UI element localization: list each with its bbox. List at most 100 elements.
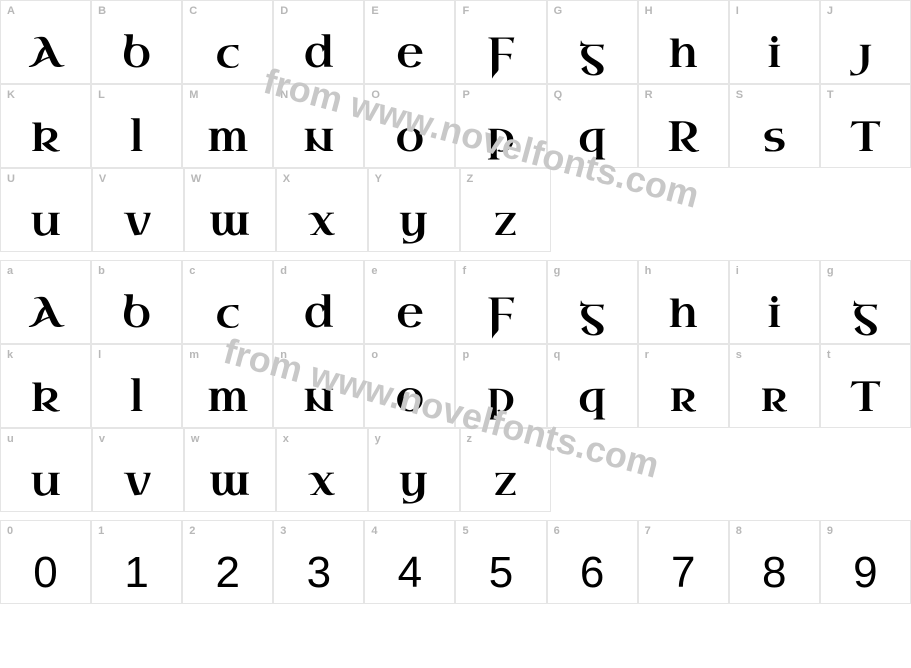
- character-cell: Uu: [0, 168, 92, 252]
- cell-label: h: [645, 265, 652, 277]
- cell-glyph: k: [31, 117, 60, 159]
- character-cell: sr: [729, 344, 820, 428]
- character-row: 00112233445566778899: [0, 520, 911, 604]
- character-cell: 33: [273, 520, 364, 604]
- cell-label: T: [827, 89, 834, 101]
- cell-label: P: [462, 89, 469, 101]
- character-cell: Cc: [182, 0, 273, 84]
- cell-label: k: [7, 349, 13, 361]
- character-cell: 66: [547, 520, 638, 604]
- character-cell: Pp: [455, 84, 546, 168]
- cell-label: o: [371, 349, 378, 361]
- character-cell: 55: [455, 520, 546, 604]
- character-cell: xx: [276, 428, 368, 512]
- cell-label: X: [283, 173, 290, 185]
- cell-label: s: [736, 349, 742, 361]
- character-cell: bb: [91, 260, 182, 344]
- cell-glyph: 2: [215, 551, 239, 595]
- character-cell: AA: [0, 0, 91, 84]
- cell-glyph: n: [303, 377, 334, 419]
- character-cell: Qq: [547, 84, 638, 168]
- cell-glyph: u: [31, 201, 61, 243]
- character-cell: RR: [638, 84, 729, 168]
- cell-glyph: F: [487, 293, 515, 335]
- cell-glyph: x: [308, 461, 335, 503]
- row-spacer: [0, 512, 911, 520]
- cell-label: W: [191, 173, 201, 185]
- cell-label: K: [7, 89, 15, 101]
- cell-label: Q: [554, 89, 563, 101]
- character-cell: vv: [92, 428, 184, 512]
- character-cell: Bb: [91, 0, 182, 84]
- character-cell: Jj: [820, 0, 911, 84]
- cell-glyph: g: [579, 293, 605, 335]
- cell-label: x: [283, 433, 289, 445]
- cell-glyph: 9: [853, 551, 877, 595]
- cell-label: O: [371, 89, 380, 101]
- cell-glyph: p: [487, 377, 515, 419]
- cell-label: d: [280, 265, 287, 277]
- cell-glyph: v: [125, 461, 151, 503]
- cell-glyph: r: [761, 377, 788, 419]
- cell-glyph: b: [122, 293, 151, 335]
- character-cell: aA: [0, 260, 91, 344]
- cell-glyph: q: [578, 117, 606, 159]
- character-cell: 22: [182, 520, 273, 604]
- cell-glyph: b: [122, 33, 151, 75]
- character-cell: Yy: [368, 168, 460, 252]
- cell-glyph: u: [31, 461, 61, 503]
- cell-glyph: p: [487, 117, 515, 159]
- cell-label: f: [462, 265, 466, 277]
- cell-label: q: [554, 349, 561, 361]
- cell-glyph: 0: [33, 551, 57, 595]
- cell-glyph: R: [667, 117, 699, 159]
- character-cell: Dd: [273, 0, 364, 84]
- cell-label: 6: [554, 525, 560, 537]
- cell-label: n: [280, 349, 287, 361]
- cell-label: 9: [827, 525, 833, 537]
- character-cell: 77: [638, 520, 729, 604]
- cell-glyph: h: [669, 33, 698, 75]
- character-cell: 11: [91, 520, 182, 604]
- cell-glyph: m: [207, 377, 248, 419]
- character-cell: FF: [455, 0, 546, 84]
- cell-label: M: [189, 89, 198, 101]
- cell-glyph: 6: [580, 551, 604, 595]
- character-cell: Ss: [729, 84, 820, 168]
- cell-label: p: [462, 349, 469, 361]
- row-spacer: [0, 252, 911, 260]
- cell-glyph: e: [396, 293, 423, 335]
- cell-label: z: [467, 433, 473, 445]
- cell-glyph: y: [399, 461, 428, 503]
- character-cell: 99: [820, 520, 911, 604]
- cell-glyph: A: [29, 293, 62, 335]
- character-cell: [731, 168, 821, 252]
- character-cell: Hh: [638, 0, 729, 84]
- cell-glyph: 1: [124, 551, 148, 595]
- cell-label: S: [736, 89, 743, 101]
- character-cell: cc: [182, 260, 273, 344]
- cell-label: C: [189, 5, 197, 17]
- character-cell: fF: [455, 260, 546, 344]
- character-cell: Gg: [547, 0, 638, 84]
- cell-glyph: z: [494, 461, 517, 503]
- cell-label: b: [98, 265, 105, 277]
- character-cell: hh: [638, 260, 729, 344]
- cell-label: R: [645, 89, 653, 101]
- character-cell: Oo: [364, 84, 455, 168]
- character-cell: mm: [182, 344, 273, 428]
- character-cell: [551, 168, 641, 252]
- cell-label: B: [98, 5, 106, 17]
- cell-glyph: q: [578, 377, 606, 419]
- character-cell: Vv: [92, 168, 184, 252]
- cell-label: N: [280, 89, 288, 101]
- cell-label: u: [7, 433, 14, 445]
- character-cell: ee: [364, 260, 455, 344]
- cell-label: G: [554, 5, 563, 17]
- cell-glyph: h: [669, 293, 698, 335]
- character-row: aAbbccddeefFgghhiigg: [0, 260, 911, 344]
- character-cell: Kk: [0, 84, 91, 168]
- cell-glyph: d: [304, 293, 334, 335]
- character-cell: yy: [368, 428, 460, 512]
- character-cell: pp: [455, 344, 546, 428]
